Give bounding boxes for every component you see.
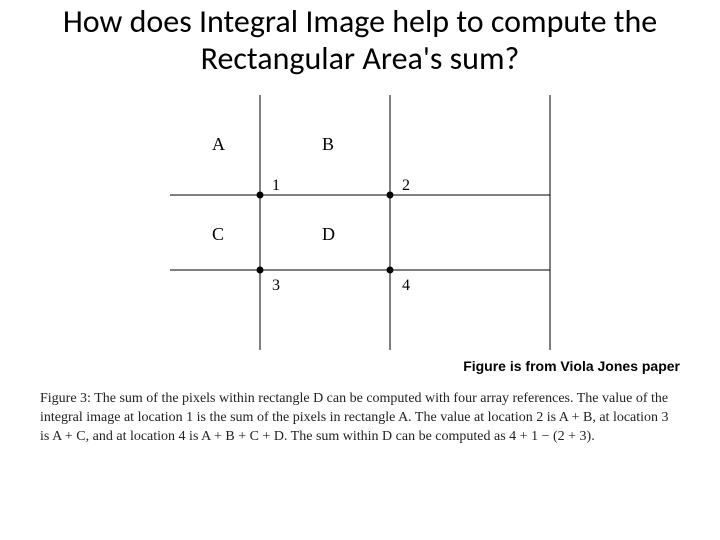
point-label-4: 4 [402,277,410,294]
figure-caption: Figure 3: The sum of the pixels within r… [40,390,680,447]
region-label-B: B [322,134,334,154]
point-label-3: 3 [272,277,280,294]
point-4 [387,267,394,274]
figure-credit: Figure is from Viola Jones paper [463,358,680,374]
region-label-C: C [212,224,224,244]
point-3 [257,267,264,274]
point-label-2: 2 [402,177,410,194]
point-label-1: 1 [272,177,280,194]
slide-title: How does Integral Image help to compute … [0,4,720,78]
point-1 [257,192,264,199]
region-label-D: D [322,224,335,244]
integral-image-diagram: A B C D 1 2 3 4 [150,95,570,355]
point-2 [387,192,394,199]
region-label-A: A [212,134,225,154]
